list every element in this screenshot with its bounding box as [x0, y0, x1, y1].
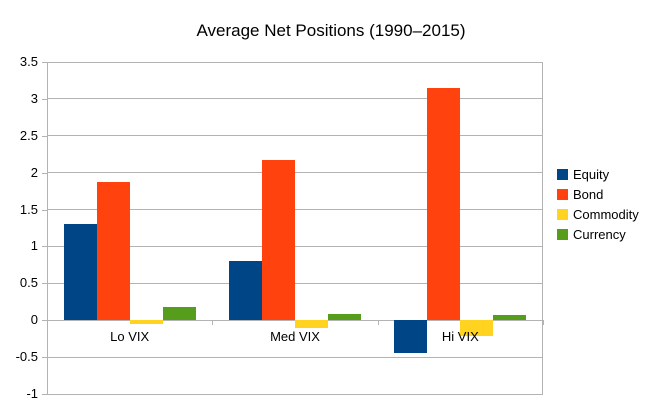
- chart-title: Average Net Positions (1990–2015): [196, 21, 466, 40]
- y-axis-tick: [42, 135, 47, 137]
- y-axis-tick-label: 2: [30, 164, 38, 180]
- y-axis-tick-label: 1.5: [19, 201, 38, 217]
- y-axis-tick: [42, 172, 47, 174]
- y-axis-tick-label: 0.5: [19, 275, 38, 291]
- category-label: Med VIX: [270, 329, 320, 345]
- legend-swatch-equity: [557, 168, 568, 180]
- legend-item: Equity: [557, 164, 639, 184]
- y-axis-tick: [42, 209, 47, 211]
- bar-bond: [96, 181, 130, 321]
- legend-item: Currency: [557, 224, 639, 244]
- legend-label: Commodity: [573, 206, 639, 222]
- legend-label: Currency: [573, 226, 626, 242]
- y-axis-tick: [42, 320, 47, 322]
- legend-label: Equity: [573, 166, 610, 182]
- bar-equity: [228, 261, 262, 321]
- legend-item: Bond: [557, 184, 639, 204]
- category-label: Lo VIX: [110, 329, 150, 345]
- bar-currency: [162, 306, 196, 321]
- gridline: [47, 393, 543, 395]
- y-axis-tick: [42, 98, 47, 100]
- x-axis-tick: [47, 320, 48, 326]
- y-axis-line: [47, 62, 48, 394]
- y-axis-tick: [42, 357, 47, 359]
- gridline: [47, 356, 543, 358]
- bar-bond: [261, 160, 295, 321]
- gridline: [47, 61, 543, 63]
- legend-swatch-currency: [557, 228, 568, 240]
- bar-equity: [63, 224, 97, 321]
- gridline: [47, 98, 543, 100]
- bar-bond: [427, 87, 461, 321]
- legend: Equity Bond Commodity Currency: [557, 164, 639, 244]
- x-axis-tick: [377, 320, 379, 326]
- gridline: [47, 209, 543, 211]
- y-axis-tick: [42, 62, 47, 63]
- y-axis-tick-label: 2.5: [19, 127, 38, 143]
- legend-item: Commodity: [557, 204, 639, 224]
- plot-border-right: [542, 62, 543, 394]
- y-axis-tick-label: -1: [26, 386, 38, 401]
- y-axis-tick: [42, 394, 47, 395]
- bar-commodity: [295, 320, 329, 329]
- y-axis-tick-label: 0: [30, 312, 38, 328]
- bar-commodity: [460, 320, 494, 336]
- gridline: [47, 245, 543, 247]
- y-axis-tick-label: 3.5: [19, 54, 38, 69]
- bar-currency: [328, 314, 362, 321]
- y-axis-tick-label: 3: [30, 90, 38, 106]
- legend-label: Bond: [573, 186, 604, 202]
- x-axis-tick: [212, 320, 214, 326]
- plot-area: [47, 61, 543, 395]
- category-label: Hi VIX: [441, 329, 479, 345]
- bar-currency: [493, 315, 527, 321]
- gridline: [47, 172, 543, 174]
- y-axis-tick: [42, 283, 47, 285]
- gridline: [47, 135, 543, 137]
- y-axis-tick-label: 1: [30, 238, 38, 254]
- legend-swatch-commodity: [557, 208, 568, 220]
- gridline: [47, 282, 543, 284]
- y-axis-tick: [42, 246, 47, 248]
- bar-commodity: [129, 320, 163, 324]
- x-axis-tick: [543, 320, 544, 326]
- y-axis-tick-label: -0.5: [15, 349, 38, 365]
- bar-equity: [394, 320, 428, 354]
- legend-swatch-bond: [557, 188, 568, 200]
